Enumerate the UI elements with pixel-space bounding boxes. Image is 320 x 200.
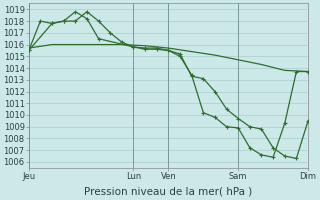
X-axis label: Pression niveau de la mer( hPa ): Pression niveau de la mer( hPa ) [84,187,252,197]
